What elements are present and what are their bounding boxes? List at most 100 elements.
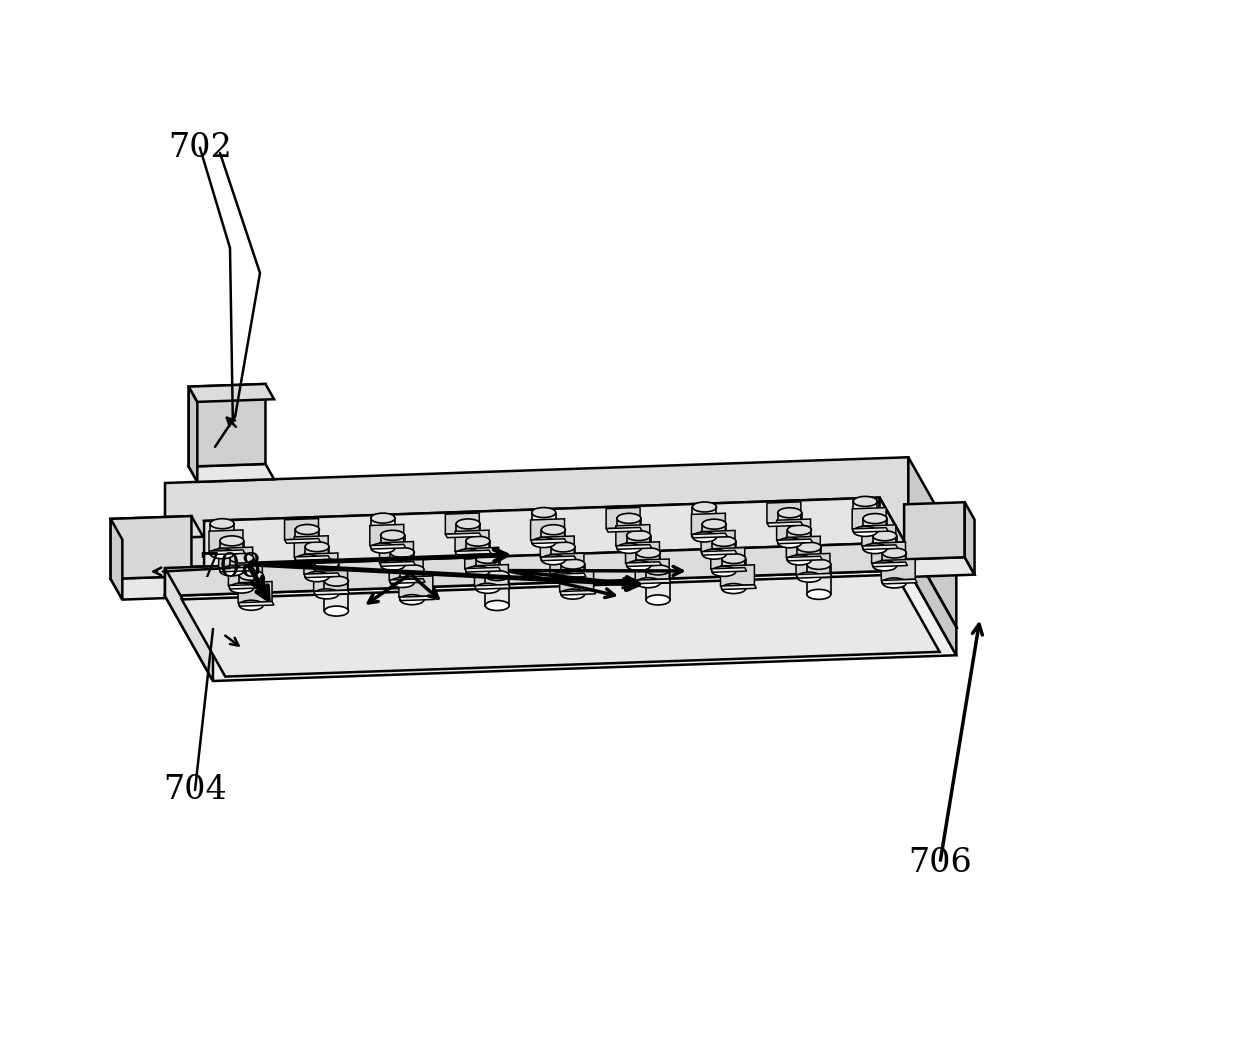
Polygon shape (551, 573, 585, 578)
Polygon shape (541, 536, 574, 558)
Ellipse shape (542, 554, 565, 565)
Ellipse shape (873, 561, 897, 570)
Ellipse shape (777, 537, 802, 548)
Polygon shape (399, 596, 435, 601)
Polygon shape (238, 602, 274, 606)
Ellipse shape (646, 565, 670, 574)
Polygon shape (796, 573, 832, 578)
Ellipse shape (229, 553, 253, 563)
Ellipse shape (401, 565, 424, 574)
Ellipse shape (532, 508, 556, 517)
Polygon shape (284, 518, 319, 540)
Ellipse shape (239, 570, 263, 580)
Ellipse shape (873, 531, 897, 541)
Ellipse shape (722, 584, 745, 594)
Ellipse shape (853, 496, 877, 507)
Polygon shape (110, 577, 203, 600)
Polygon shape (882, 560, 915, 581)
Polygon shape (701, 530, 735, 551)
Polygon shape (625, 542, 660, 563)
Polygon shape (904, 558, 975, 577)
Ellipse shape (692, 501, 717, 512)
Polygon shape (701, 550, 737, 555)
Ellipse shape (532, 537, 556, 548)
Polygon shape (531, 518, 564, 540)
Polygon shape (182, 574, 940, 677)
Ellipse shape (485, 601, 510, 610)
Ellipse shape (229, 583, 253, 594)
Polygon shape (110, 518, 123, 600)
Text: 702: 702 (169, 132, 232, 164)
Polygon shape (314, 570, 347, 591)
Polygon shape (965, 503, 975, 574)
Polygon shape (882, 579, 918, 584)
Ellipse shape (325, 606, 348, 616)
Polygon shape (165, 570, 956, 681)
Polygon shape (455, 530, 489, 551)
Ellipse shape (712, 566, 735, 577)
Ellipse shape (542, 525, 565, 534)
Polygon shape (218, 547, 253, 568)
Polygon shape (711, 568, 746, 572)
Ellipse shape (807, 560, 831, 569)
Ellipse shape (797, 542, 821, 552)
Polygon shape (862, 525, 895, 546)
Ellipse shape (219, 536, 244, 546)
Ellipse shape (618, 513, 641, 524)
Polygon shape (766, 522, 802, 527)
Polygon shape (559, 590, 595, 595)
Ellipse shape (883, 578, 906, 588)
Text: 708: 708 (198, 552, 262, 584)
Polygon shape (796, 553, 830, 574)
Ellipse shape (636, 578, 661, 588)
Ellipse shape (797, 572, 821, 582)
Ellipse shape (476, 583, 500, 594)
Polygon shape (165, 543, 909, 576)
Polygon shape (389, 559, 423, 580)
Polygon shape (720, 565, 754, 586)
Polygon shape (188, 464, 274, 481)
Polygon shape (188, 384, 265, 467)
Polygon shape (165, 457, 909, 568)
Ellipse shape (702, 519, 727, 529)
Polygon shape (238, 582, 272, 603)
Polygon shape (210, 530, 243, 551)
Ellipse shape (702, 549, 727, 560)
Polygon shape (897, 570, 910, 574)
Polygon shape (205, 497, 879, 576)
Polygon shape (786, 536, 821, 558)
Polygon shape (475, 565, 508, 586)
Ellipse shape (551, 542, 575, 552)
Polygon shape (635, 579, 671, 584)
Ellipse shape (401, 595, 424, 605)
Polygon shape (455, 550, 491, 554)
Polygon shape (786, 557, 822, 561)
Ellipse shape (636, 548, 661, 558)
Polygon shape (879, 543, 956, 627)
Polygon shape (389, 579, 425, 583)
Ellipse shape (239, 600, 263, 610)
Polygon shape (559, 570, 594, 591)
Ellipse shape (863, 544, 887, 553)
Ellipse shape (371, 543, 394, 553)
Ellipse shape (692, 532, 717, 542)
Polygon shape (228, 564, 263, 585)
Polygon shape (213, 619, 956, 653)
Ellipse shape (456, 518, 480, 529)
Polygon shape (909, 543, 956, 655)
Polygon shape (551, 553, 584, 574)
Ellipse shape (863, 513, 887, 524)
Ellipse shape (777, 508, 802, 517)
Polygon shape (399, 576, 433, 597)
Polygon shape (165, 543, 956, 653)
Ellipse shape (381, 530, 404, 541)
Polygon shape (294, 535, 329, 557)
Ellipse shape (618, 544, 641, 553)
Polygon shape (165, 543, 909, 596)
Polygon shape (445, 513, 480, 534)
Polygon shape (879, 497, 918, 619)
Ellipse shape (391, 578, 414, 587)
Ellipse shape (712, 536, 735, 546)
Polygon shape (720, 585, 756, 589)
Text: 706: 706 (908, 847, 972, 879)
